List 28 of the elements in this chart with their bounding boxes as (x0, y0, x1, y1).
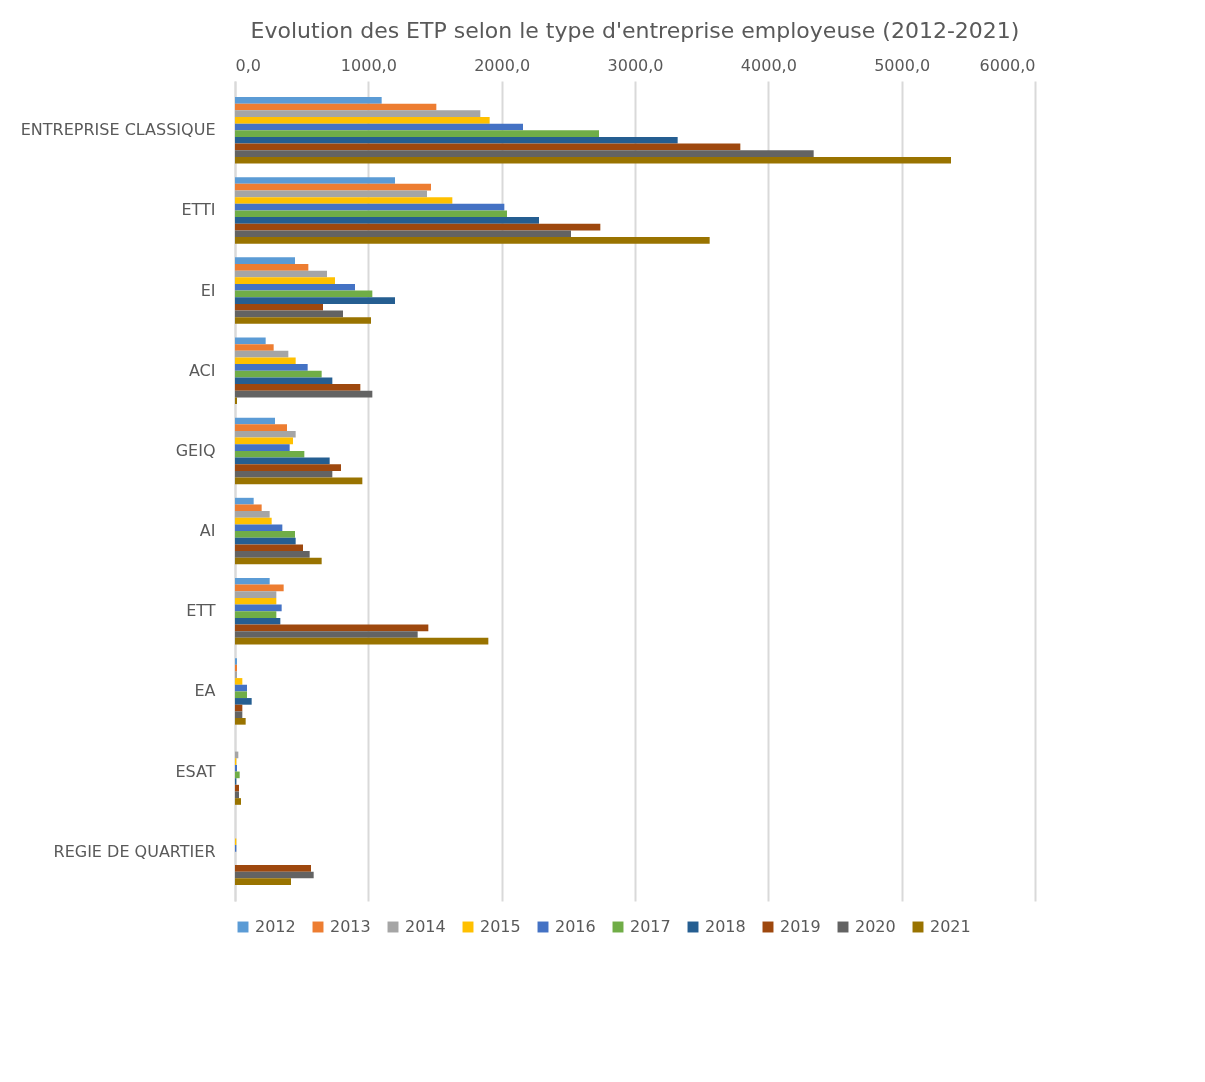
y-tick-label: ETTI (181, 200, 216, 220)
legend-label: 2012 (255, 917, 296, 936)
x-tick-label: 4000,0 (740, 55, 797, 75)
legend-label: 2021 (930, 917, 971, 936)
legend-label: 2014 (405, 917, 446, 936)
x-tick-label: 6000,0 (979, 55, 1036, 75)
y-tick-label: EA (194, 681, 216, 701)
x-tick-label: 2000,0 (474, 55, 531, 75)
legend-label: 2015 (480, 917, 521, 936)
y-tick-label: ESAT (175, 761, 216, 781)
y-tick-label: ENTREPRISE CLASSIQUE (20, 120, 216, 140)
y-tick-label: ETT (186, 601, 216, 621)
y-tick-label: ACI (188, 360, 216, 380)
y-tick-label: REGIE DE QUARTIER (53, 841, 216, 861)
legend-label: 2017 (630, 917, 671, 936)
y-tick-label: AI (199, 521, 216, 541)
legend-label: 2013 (330, 917, 371, 936)
legend-label: 2018 (705, 917, 746, 936)
legend-label: 2020 (855, 917, 896, 936)
legend-label: 2016 (555, 917, 596, 936)
x-tick-label: 3000,0 (607, 55, 664, 75)
x-tick-label: 5000,0 (874, 55, 931, 75)
y-tick-label: EI (200, 280, 216, 300)
chart-title: Evolution des ETP selon le type d'entreprise employeuse (2012-2021) (250, 18, 1020, 43)
x-tick-label: 0,0 (235, 55, 261, 75)
legend-label: 2019 (780, 917, 821, 936)
y-tick-label: GEIQ (175, 440, 216, 460)
x-tick-label: 1000,0 (340, 55, 397, 75)
